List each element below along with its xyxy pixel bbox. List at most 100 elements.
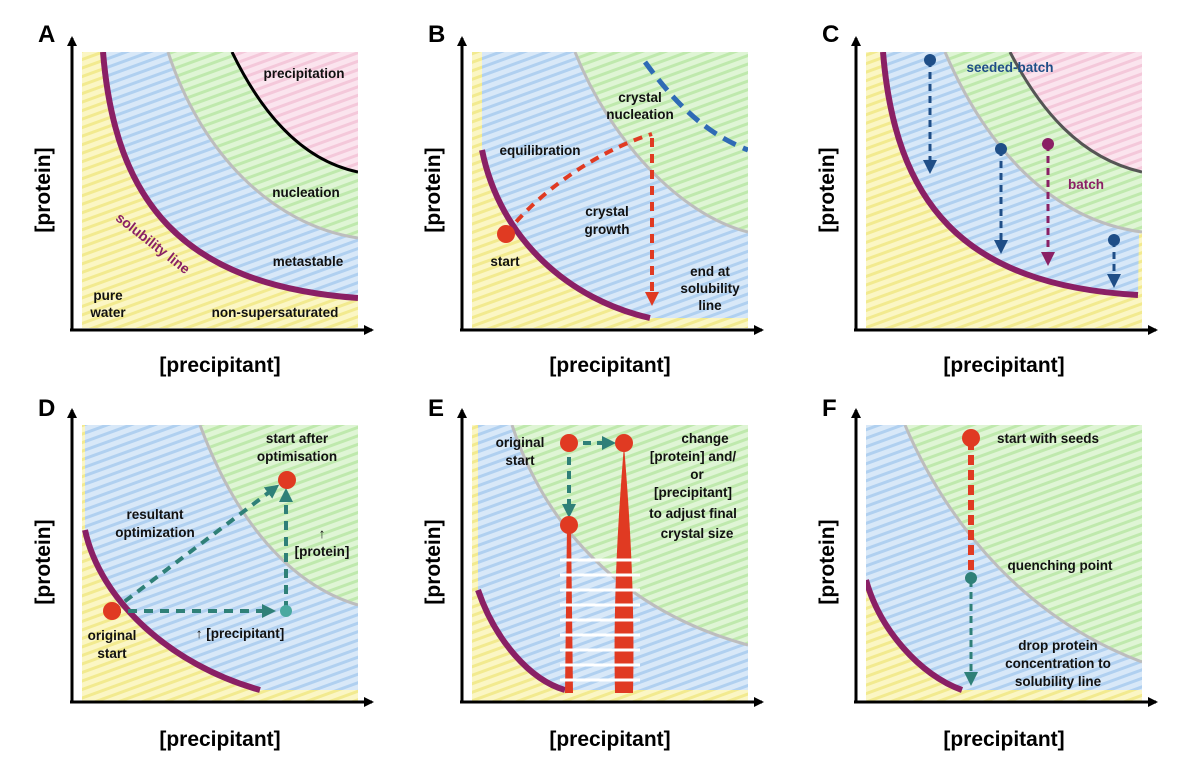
zone-precipitation (1010, 52, 1142, 172)
label-resultant: resultant (126, 507, 184, 522)
label-start-after-2: optimisation (257, 449, 337, 464)
panel-letter: F (822, 395, 837, 422)
x-axis-label: [precipitant] (549, 354, 670, 377)
panel-b-zones (472, 52, 748, 328)
label-end-at: end at (690, 264, 730, 279)
label-original-start: original (496, 435, 545, 450)
start-marker (497, 225, 515, 243)
seeded-batch-marker-3 (1108, 234, 1120, 246)
seed-start-marker (962, 429, 980, 447)
label-non-supersaturated: non-supersaturated (212, 305, 339, 320)
panel-d-zones (82, 425, 358, 701)
growth-wedge-large (614, 445, 634, 693)
zone-nucleation (905, 425, 1142, 662)
label-original-start: original (88, 628, 137, 643)
optimised-start-marker (278, 471, 296, 489)
supersolubility-curve (903, 425, 1142, 664)
label-end-at-2: solubility (680, 281, 740, 296)
panel-e-zones (472, 425, 748, 701)
label-batch: batch (1068, 177, 1104, 192)
changed-protein-marker (560, 516, 578, 534)
x-axis-label: [precipitant] (159, 728, 280, 751)
batch-marker (1042, 138, 1054, 150)
label-original-start-2: start (97, 646, 127, 661)
x-axis-label: [precipitant] (549, 728, 670, 751)
label-change-2: [protein] and/ (650, 449, 736, 464)
panel-letter: A (38, 21, 55, 48)
label-precipitant: ↑ [precipitant] (196, 626, 285, 641)
label-change-4: [precipitant] (654, 485, 732, 500)
panel-a-zones (82, 52, 358, 328)
zone-nucleation (575, 52, 748, 232)
x-axis-label: [precipitant] (159, 354, 280, 377)
x-axis-label: [precipitant] (943, 728, 1064, 751)
label-metastable: metastable (273, 254, 344, 269)
panel-c-zones (866, 52, 1142, 328)
panel-d: D [precipitant] [protein] start after op… (32, 395, 374, 751)
resultant-arrow (110, 484, 280, 613)
solubility-curve (475, 589, 566, 693)
label-quenching-point: quenching point (1008, 558, 1113, 573)
zone-nucleation (200, 425, 358, 605)
label-change-3: or (690, 467, 704, 482)
changed-precipitant-marker (615, 434, 633, 452)
y-axis-label: [protein] (422, 147, 445, 232)
label-crystal-growth: crystal (585, 204, 629, 219)
supersolubility-curve (573, 52, 748, 234)
y-axis-label: [protein] (32, 147, 55, 232)
label-pure-water-2: water (89, 305, 126, 320)
y-axis-label: [protein] (816, 519, 839, 604)
panel-f: F [precipitant] [protein] start with see… (816, 395, 1158, 751)
solubility-curve (479, 149, 651, 321)
supersolubility-curve (166, 52, 358, 240)
equilibration-path (504, 132, 653, 236)
y-axis-label: [protein] (816, 147, 839, 232)
solubility-curve (100, 52, 358, 301)
panel-letter: C (822, 21, 839, 48)
label-crystal-growth-2: growth (585, 222, 630, 237)
label-start-with-seeds: start with seeds (997, 431, 1099, 446)
label-protein-arrow: ↑ (319, 526, 326, 541)
label-resultant-2: optimization (115, 525, 195, 540)
original-start-marker (103, 602, 121, 620)
solubility-curve (880, 52, 1139, 298)
label-drop-protein: drop protein (1018, 638, 1098, 653)
label-start: start (490, 254, 520, 269)
panel-f-zones (866, 425, 1142, 701)
wedge-dash-gaps (560, 558, 640, 682)
precipitation-boundary (230, 52, 358, 174)
zone-precipitation (232, 52, 358, 172)
solubility-curve (866, 579, 964, 693)
label-end-at-3: line (698, 298, 722, 313)
seeded-batch-marker-2 (995, 143, 1007, 155)
panel-c: C [precipitant] [protein] seeded-batch b… (816, 21, 1158, 377)
label-nucleation: nucleation (272, 185, 340, 200)
panel-letter: D (38, 395, 55, 422)
solubility-curve (82, 529, 261, 693)
label-precipitation: precipitation (263, 66, 344, 81)
label-change-1: change (681, 431, 729, 446)
quenching-point-marker (965, 572, 977, 584)
label-drop-protein-3: solubility line (1015, 674, 1102, 689)
panel-b: B [precipitant] [protein] crystal nuclea… (422, 21, 764, 377)
intermediate-marker (280, 605, 292, 617)
label-protein-bracket: [protein] (295, 544, 350, 559)
label-original-start-2: start (505, 453, 535, 468)
seeded-batch-marker-1 (924, 54, 936, 66)
precipitation-boundary (1008, 52, 1142, 174)
y-axis-label: [protein] (32, 519, 55, 604)
label-crystal-nucleation-2: nucleation (606, 107, 674, 122)
label-pure-water: pure (93, 288, 123, 303)
label-start-after: start after (266, 431, 329, 446)
precipitation-boundary (642, 60, 748, 153)
supersolubility-curve (943, 52, 1142, 234)
label-equilibration: equilibration (500, 143, 581, 158)
panel-a: A [precipitant] [protein] precipitation … (32, 21, 374, 377)
label-crystal-nucleation: crystal (618, 90, 662, 105)
x-axis-label: [precipitant] (943, 354, 1064, 377)
supersolubility-curve (198, 425, 358, 607)
original-start-marker (560, 434, 578, 452)
panel-letter: B (428, 21, 445, 48)
label-change-5: to adjust final (649, 506, 737, 521)
